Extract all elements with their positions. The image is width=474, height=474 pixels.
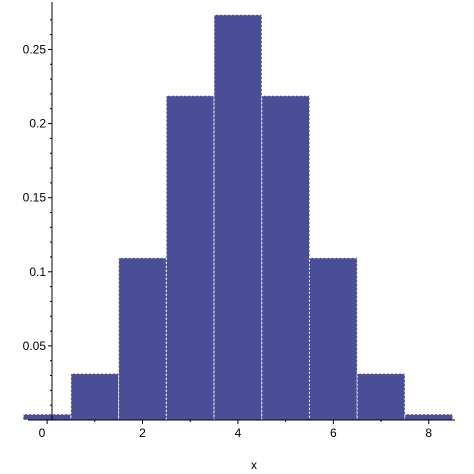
bar-x-3 [165,95,215,421]
y-tick-label: 0.05 [23,339,47,353]
y-tick-group: 0.05 0.1 0.15 0.2 0.25 [23,19,52,406]
bar-group [22,14,454,421]
bar-x-4 [213,14,263,421]
y-tick-label: 0.1 [29,265,46,279]
bar-x-8 [404,413,454,421]
x-tick-label: 6 [330,426,337,440]
bar-x-6 [308,257,358,421]
bar-x-0 [22,413,72,421]
bar-x-1 [70,373,120,421]
x-axis-title: x [251,458,257,472]
bar-x-7 [356,373,406,421]
bar-x-5 [261,95,310,421]
x-tick-label: 8 [425,426,432,440]
y-tick-label: 0.25 [23,42,47,56]
x-tick-group: 0 2 4 6 8 [39,420,432,440]
y-tick-label: 0.2 [29,117,46,131]
x-tick-label: 2 [139,426,146,440]
x-tick-label: 4 [235,426,242,440]
bar-x-2 [118,257,167,421]
x-tick-label: 0 [39,426,46,440]
y-tick-label: 0.15 [23,191,47,205]
